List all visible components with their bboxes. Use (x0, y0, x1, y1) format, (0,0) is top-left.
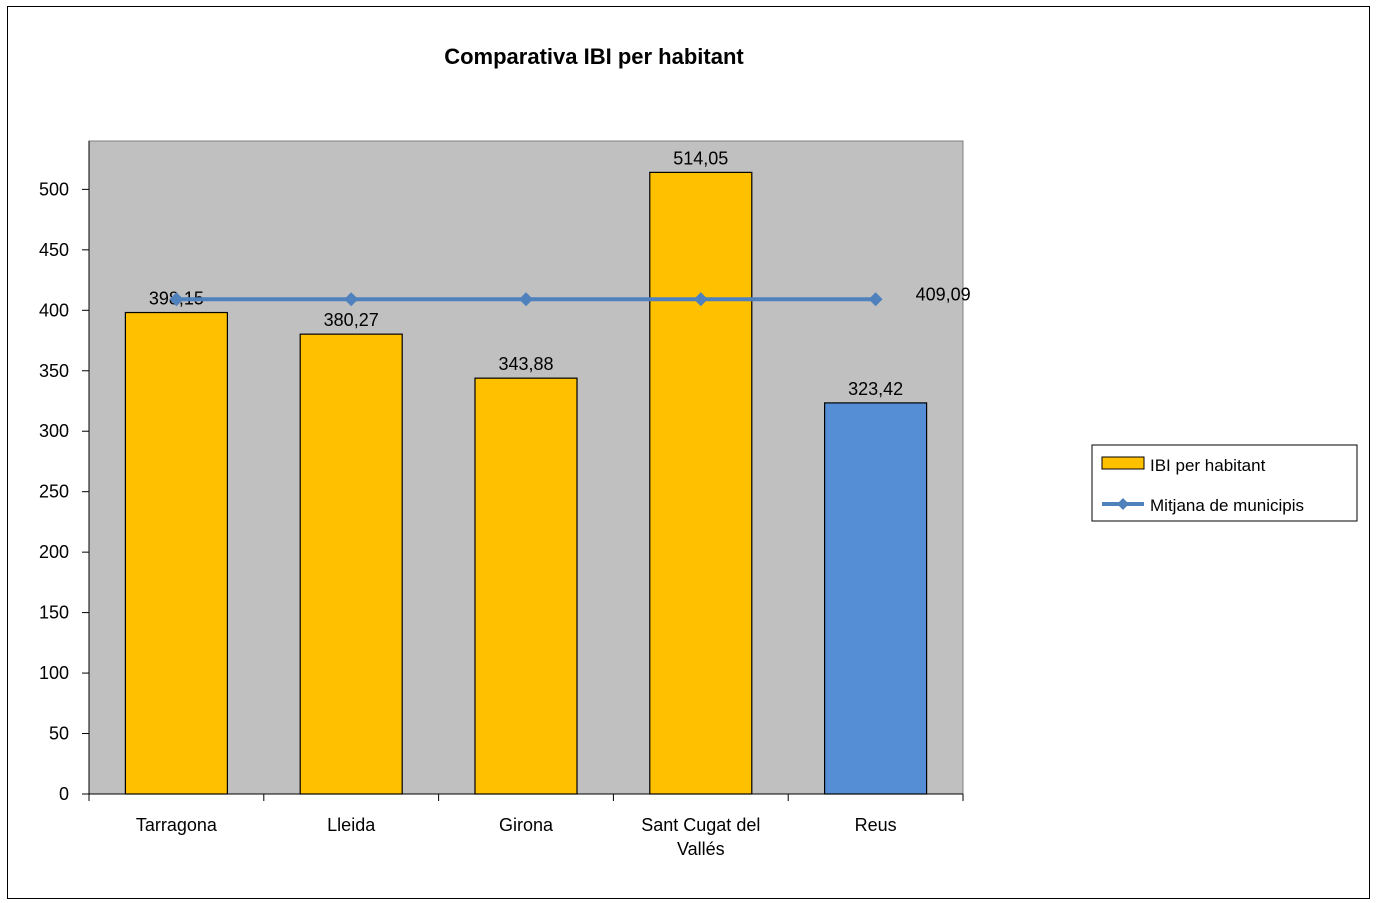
bar-value-label: 514,05 (673, 148, 728, 168)
legend: IBI per habitant Mitjana de municipis (1091, 444, 1358, 522)
x-tick-label: Sant Cugat del Vallés (641, 815, 760, 859)
legend-swatch-ibi (1101, 456, 1145, 470)
y-tick-label: 150 (39, 603, 69, 623)
line-marker (519, 292, 533, 307)
x-tick-label-line: Reus (855, 815, 897, 835)
y-tick-label: 0 (59, 784, 69, 804)
legend-marker-diamond (1117, 498, 1129, 510)
bar-value-label: 343,88 (498, 354, 553, 374)
x-tick-label: Reus (855, 815, 897, 835)
y-tick-label: 500 (39, 179, 69, 199)
line-marker (344, 292, 359, 307)
chart-title: Comparativa IBI per habitant (444, 44, 744, 69)
y-tick-label: 450 (39, 240, 69, 260)
bar-value-label: 323,42 (848, 379, 903, 399)
y-tick-label: 200 (39, 542, 69, 562)
y-tick-label: 300 (39, 421, 69, 441)
x-tick-label: Tarragona (136, 815, 218, 835)
x-tick-label: Lleida (327, 815, 376, 835)
y-tick-label: 250 (39, 482, 69, 502)
x-tick-label-line: Tarragona (136, 815, 218, 835)
x-tick-label-line: Vallés (677, 839, 725, 859)
legend-label-mitjana: Mitjana de municipis (1150, 496, 1304, 515)
line-marker (868, 292, 883, 307)
y-tick-label: 400 (39, 300, 69, 320)
x-tick-label-line: Lleida (327, 815, 376, 835)
line-marker (693, 292, 708, 307)
x-tick-label: Girona (499, 815, 554, 835)
bar (474, 377, 578, 795)
bar-value-label: 380,27 (324, 310, 379, 330)
bar (124, 311, 229, 795)
y-tick-label: 350 (39, 361, 69, 381)
x-tick-label-line: Girona (499, 815, 554, 835)
bar (299, 333, 403, 795)
y-tick-label: 100 (39, 663, 69, 683)
bar (649, 171, 753, 795)
legend-label-ibi: IBI per habitant (1150, 456, 1266, 475)
x-tick-label-line: Sant Cugat del (641, 815, 760, 835)
bar (823, 402, 928, 795)
y-tick-label: 50 (49, 724, 69, 744)
line-end-label: 409,09 (916, 284, 971, 304)
line-marker (169, 292, 184, 307)
